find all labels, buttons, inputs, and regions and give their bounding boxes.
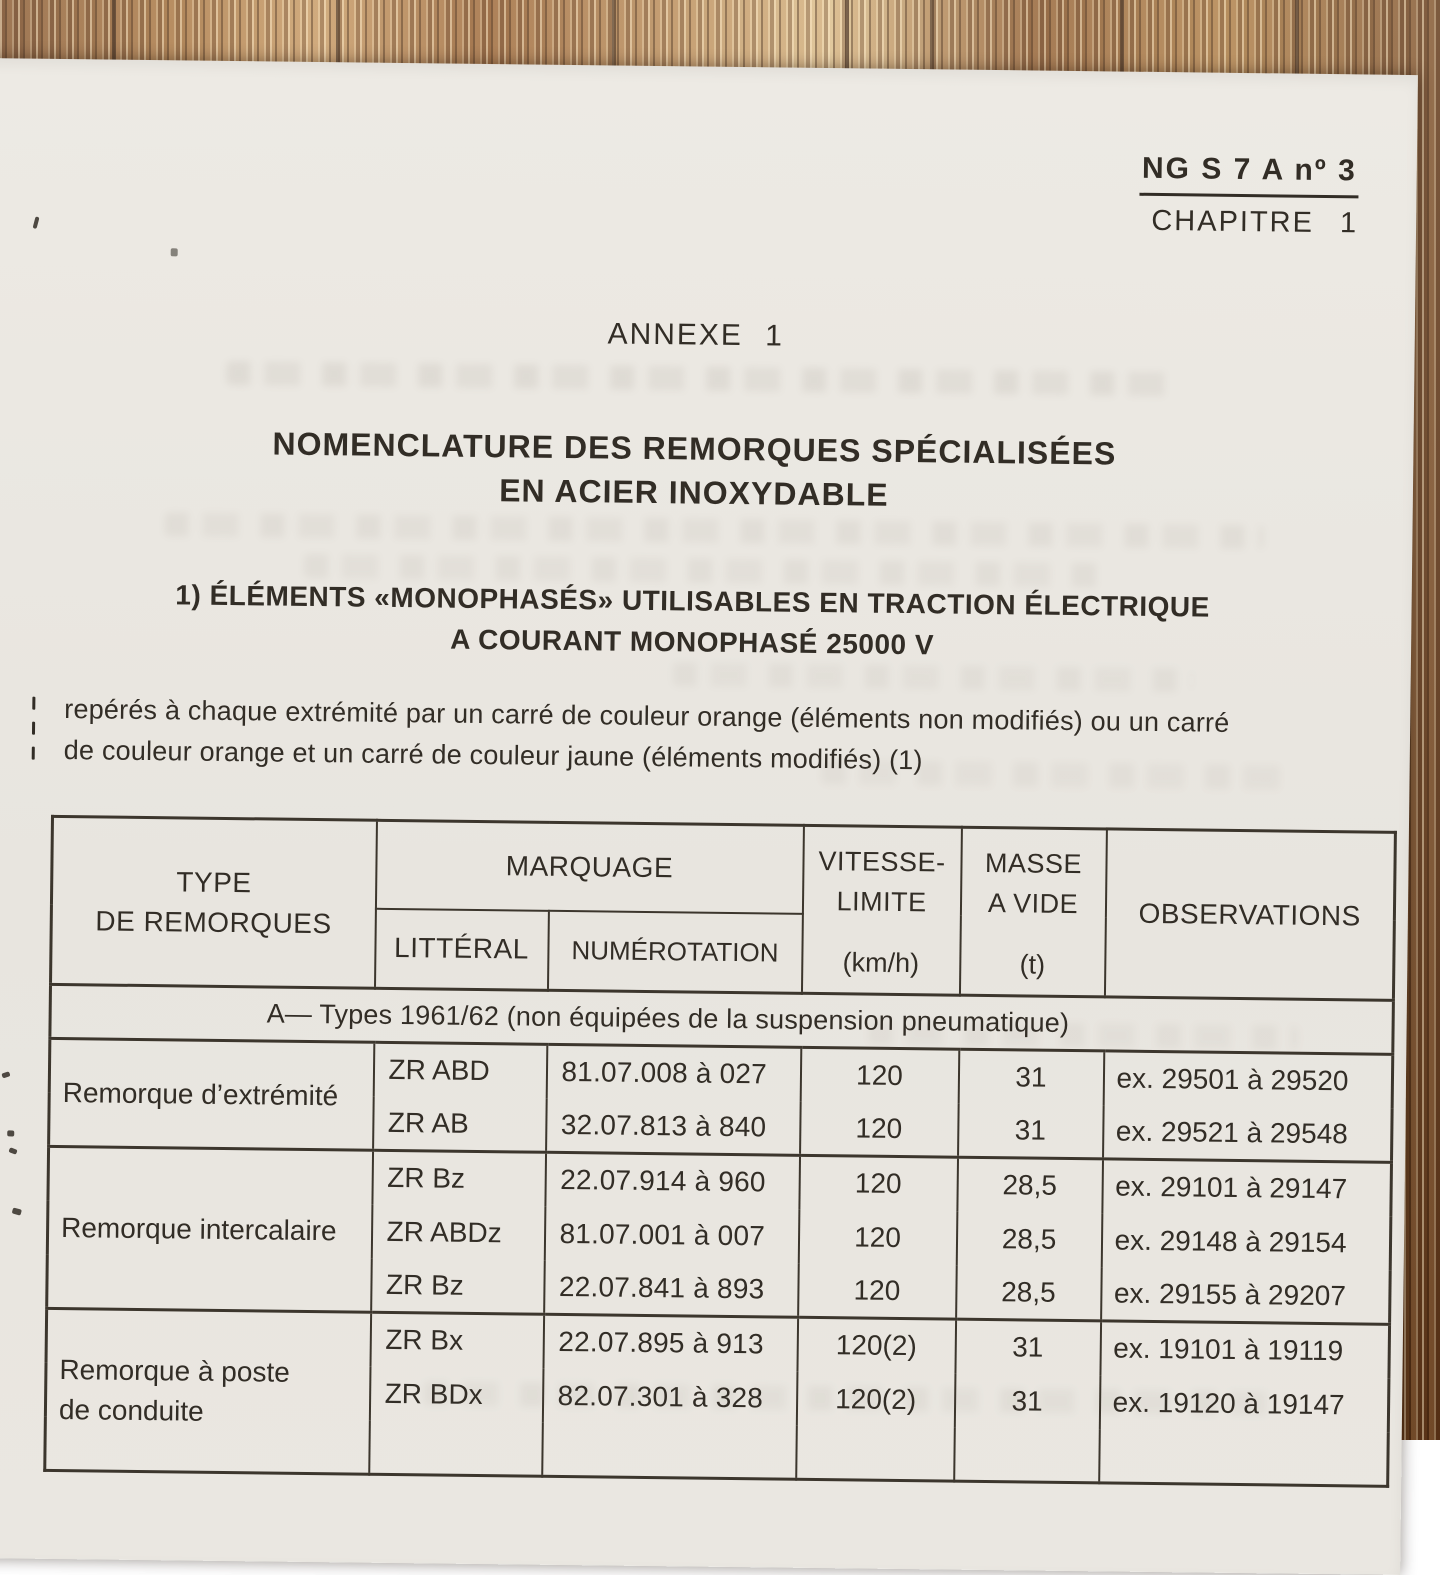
cell-masse: 28,5 <box>957 1157 1103 1213</box>
cell-litteral: ZR ABD <box>373 1042 547 1098</box>
cell-numerotation: 81.07.008 à 027 <box>546 1044 801 1101</box>
margin-dash-marks <box>32 697 36 772</box>
table-header-row-1: TYPE DE REMORQUES MARQUAGE VITESSE- LIMI… <box>51 816 1395 920</box>
cell-vitesse: 120 <box>799 1155 958 1211</box>
cell-vitesse: 120 <box>800 1101 959 1157</box>
nomenclature-table: TYPE DE REMORQUES MARQUAGE VITESSE- LIMI… <box>43 815 1397 1488</box>
cell-litteral: ZR Bz <box>372 1150 546 1206</box>
column-header-masse-unit: (t) <box>961 946 1104 982</box>
cell-vitesse: 120 <box>800 1047 959 1103</box>
cell-masse: 31 <box>958 1103 1104 1159</box>
cell-numerotation: 22.07.914 à 960 <box>545 1152 800 1209</box>
cell-type: Remorque à poste de conduite <box>45 1308 371 1474</box>
cell-numerotation <box>542 1422 797 1479</box>
margin-dash <box>32 722 35 735</box>
column-header-vitesse: VITESSE- LIMITE (km/h) <box>801 825 961 995</box>
cell-observations: ex. 29521 à 29548 <box>1103 1105 1393 1162</box>
cell-masse <box>954 1427 1100 1483</box>
ink-mark <box>1 1071 10 1078</box>
cell-litteral: ZR AB <box>373 1096 547 1152</box>
column-header-type-line1: TYPE <box>53 860 375 904</box>
cell-type-line1: Remorque intercalaire <box>61 1208 371 1252</box>
ink-mark <box>33 216 40 229</box>
document-title: NOMENCLATURE DES REMORQUES SPÉCIALISÉES … <box>0 418 1414 523</box>
cell-vitesse: 120 <box>798 1209 957 1265</box>
column-header-masse-line1: MASSE <box>962 842 1105 884</box>
document-reference: NG S 7 A nº 3 <box>1140 152 1359 199</box>
intro-paragraph: repérés à chaque extrémité par un carré … <box>64 689 1395 787</box>
cell-numerotation: 81.07.001 à 007 <box>544 1206 799 1263</box>
cell-observations: ex. 29148 à 29154 <box>1101 1213 1391 1270</box>
cell-numerotation: 22.07.841 à 893 <box>544 1260 799 1317</box>
cell-numerotation: 22.07.895 à 913 <box>543 1314 798 1371</box>
column-header-type-line2: DE REMORQUES <box>53 900 375 944</box>
column-header-vitesse-line1: VITESSE- <box>804 840 960 882</box>
column-header-vitesse-line2: LIMITE <box>803 880 959 922</box>
cell-masse: 28,5 <box>956 1265 1102 1321</box>
ink-mark <box>12 1207 22 1215</box>
cell-type-line1: Remorque d’extrémité <box>62 1073 372 1117</box>
column-header-litteral: LITTÉRAL <box>374 908 548 990</box>
annex-heading: ANNEXE 1 <box>0 310 1415 361</box>
column-header-masse-line2: A VIDE <box>961 882 1104 924</box>
cell-vitesse <box>796 1425 955 1481</box>
column-header-masse: MASSE A VIDE (t) <box>959 827 1106 997</box>
cell-type: Remorque intercalaire <box>47 1146 373 1312</box>
cell-observations: ex. 29101 à 29147 <box>1102 1159 1392 1216</box>
column-header-marquage: MARQUAGE <box>375 820 803 913</box>
bleed-through-text <box>226 361 1186 396</box>
cell-vitesse: 120(2) <box>796 1371 955 1427</box>
ink-mark <box>171 248 178 256</box>
cell-observations: ex. 19101 à 19119 <box>1100 1321 1390 1378</box>
margin-dash <box>32 697 35 710</box>
column-header-numerotation: NUMÉROTATION <box>547 910 802 993</box>
section-heading: 1) ÉLÉMENTS «MONOPHASÉS» UTILISABLES EN … <box>0 572 1412 671</box>
chapter-label: CHAPITRE 1 <box>1139 205 1358 241</box>
cell-masse: 31 <box>954 1373 1100 1429</box>
margin-dash <box>32 747 35 760</box>
cell-observations: ex. 29501 à 29520 <box>1103 1051 1393 1108</box>
cell-masse: 31 <box>955 1319 1101 1375</box>
cell-litteral: ZR Bx <box>370 1312 544 1368</box>
cell-type-line1: Remorque à poste <box>59 1350 369 1394</box>
ink-mark <box>7 1130 14 1136</box>
cell-observations: ex. 19120 à 19147 <box>1099 1375 1389 1432</box>
cell-observations <box>1099 1429 1389 1486</box>
cell-litteral: ZR BDx <box>369 1366 543 1422</box>
cell-masse: 31 <box>958 1049 1104 1105</box>
ink-mark <box>8 1147 17 1155</box>
document-page: NG S 7 A nº 3 CHAPITRE 1 ANNEXE 1 NOMENC… <box>0 58 1418 1575</box>
cell-vitesse: 120 <box>798 1263 957 1319</box>
column-header-observations: OBSERVATIONS <box>1104 829 1395 1000</box>
cell-numerotation: 82.07.301 à 328 <box>542 1368 797 1425</box>
cell-numerotation: 32.07.813 à 840 <box>546 1098 801 1155</box>
cell-litteral <box>369 1420 543 1476</box>
cell-vitesse: 120(2) <box>797 1317 956 1373</box>
column-header-type: TYPE DE REMORQUES <box>51 816 377 988</box>
document-reference-block: NG S 7 A nº 3 CHAPITRE 1 <box>1139 152 1359 241</box>
cell-type: Remorque d’extrémité <box>49 1038 374 1150</box>
column-header-vitesse-unit: (km/h) <box>803 944 959 980</box>
cell-litteral: ZR Bz <box>371 1258 545 1314</box>
cell-observations: ex. 29155 à 29207 <box>1101 1267 1391 1324</box>
cell-litteral: ZR ABDz <box>371 1204 545 1260</box>
cell-masse: 28,5 <box>956 1211 1102 1267</box>
cell-type-line2: de conduite <box>59 1390 369 1434</box>
